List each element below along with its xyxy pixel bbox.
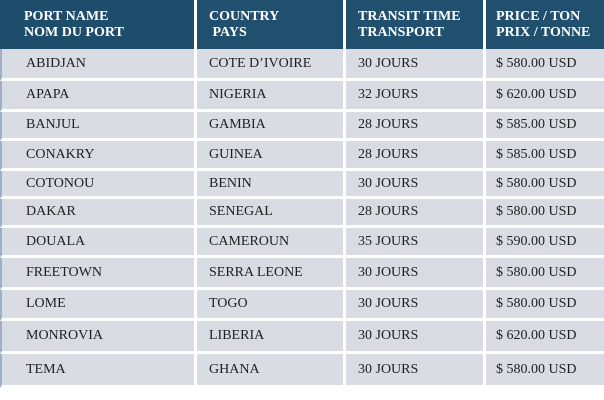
table-row: FREETOWN SERRA LEONE 30 JOURS $ 580.00 USD xyxy=(0,258,604,290)
price-cell: $ 580.00 USD xyxy=(486,354,604,388)
port-price-table: PORT NAME NOM DU PORT COUNTRY PAYS TRANS… xyxy=(0,0,604,388)
transit-time-cell: 32 JOURS xyxy=(346,81,486,112)
table-header-row: PORT NAME NOM DU PORT COUNTRY PAYS TRANS… xyxy=(0,0,604,49)
transit-time-cell: 35 JOURS xyxy=(346,228,486,258)
country-cell: GUINEA xyxy=(197,141,346,171)
country-cell: GHANA xyxy=(197,354,346,388)
port-name-cell: COTONOU xyxy=(0,171,197,199)
transit-time-cell: 28 JOURS xyxy=(346,112,486,141)
header-transit-time-en: TRANSIT TIME xyxy=(358,8,461,24)
transit-time-cell: 28 JOURS xyxy=(346,199,486,228)
transit-time-cell: 30 JOURS xyxy=(346,258,486,290)
table-body: ABIDJAN COTE D’IVOIRE 30 JOURS $ 580.00 USD… xyxy=(0,49,604,388)
price-cell: $ 585.00 USD xyxy=(486,141,604,171)
port-name-cell: DAKAR xyxy=(0,199,197,228)
table-row: BANJUL GAMBIA 28 JOURS $ 585.00 USD xyxy=(0,112,604,141)
country-cell: LIBERIA xyxy=(197,321,346,354)
header-price: PRICE / TON PRIX / TONNE xyxy=(486,0,604,49)
header-country: COUNTRY PAYS xyxy=(197,0,346,49)
header-country-en: COUNTRY xyxy=(209,8,280,24)
country-cell: COTE D’IVOIRE xyxy=(197,49,346,81)
table-row: TEMA GHANA 30 JOURS $ 580.00 USD xyxy=(0,354,604,388)
price-cell: $ 590.00 USD xyxy=(486,228,604,258)
price-cell: $ 580.00 USD xyxy=(486,49,604,81)
price-cell: $ 580.00 USD xyxy=(486,199,604,228)
header-country-fr: PAYS xyxy=(209,24,247,40)
transit-time-cell: 30 JOURS xyxy=(346,290,486,321)
country-cell: SERRA LEONE xyxy=(197,258,346,290)
port-name-cell: MONROVIA xyxy=(0,321,197,354)
price-cell: $ 580.00 USD xyxy=(486,258,604,290)
country-cell: NIGERIA xyxy=(197,81,346,112)
table-row: ABIDJAN COTE D’IVOIRE 30 JOURS $ 580.00 USD xyxy=(0,49,604,81)
port-name-cell: BANJUL xyxy=(0,112,197,141)
table-row: DAKAR SENEGAL 28 JOURS $ 580.00 USD xyxy=(0,199,604,228)
table-row: COTONOU BENIN 30 JOURS $ 580.00 USD xyxy=(0,171,604,199)
header-port-name-en: PORT NAME xyxy=(24,8,109,24)
transit-time-cell: 30 JOURS xyxy=(346,354,486,388)
price-cell: $ 580.00 USD xyxy=(486,290,604,321)
header-price-fr: PRIX / TONNE xyxy=(496,24,591,40)
port-name-cell: DOUALA xyxy=(0,228,197,258)
header-port-name: PORT NAME NOM DU PORT xyxy=(0,0,197,49)
transit-time-cell: 30 JOURS xyxy=(346,171,486,199)
country-cell: TOGO xyxy=(197,290,346,321)
transit-time-cell: 30 JOURS xyxy=(346,321,486,354)
country-cell: GAMBIA xyxy=(197,112,346,141)
table-row: CONAKRY GUINEA 28 JOURS $ 585.00 USD xyxy=(0,141,604,171)
header-port-name-fr: NOM DU PORT xyxy=(24,24,124,40)
table-row: APAPA NIGERIA 32 JOURS $ 620.00 USD xyxy=(0,81,604,112)
price-cell: $ 585.00 USD xyxy=(486,112,604,141)
country-cell: CAMEROUN xyxy=(197,228,346,258)
price-cell: $ 620.00 USD xyxy=(486,81,604,112)
header-transit-time-fr: TRANSPORT xyxy=(358,24,444,40)
price-cell: $ 620.00 USD xyxy=(486,321,604,354)
table-row: MONROVIA LIBERIA 30 JOURS $ 620.00 USD xyxy=(0,321,604,354)
header-transit-time: TRANSIT TIME TRANSPORT xyxy=(346,0,486,49)
country-cell: BENIN xyxy=(197,171,346,199)
port-name-cell: TEMA xyxy=(0,354,197,388)
country-cell: SENEGAL xyxy=(197,199,346,228)
port-name-cell: ABIDJAN xyxy=(0,49,197,81)
transit-time-cell: 30 JOURS xyxy=(346,49,486,81)
table-row: LOME TOGO 30 JOURS $ 580.00 USD xyxy=(0,290,604,321)
table-row: DOUALA CAMEROUN 35 JOURS $ 590.00 USD xyxy=(0,228,604,258)
port-name-cell: FREETOWN xyxy=(0,258,197,290)
price-cell: $ 580.00 USD xyxy=(486,171,604,199)
port-name-cell: LOME xyxy=(0,290,197,321)
header-price-en: PRICE / TON xyxy=(496,8,581,24)
port-name-cell: CONAKRY xyxy=(0,141,197,171)
port-name-cell: APAPA xyxy=(0,81,197,112)
transit-time-cell: 28 JOURS xyxy=(346,141,486,171)
